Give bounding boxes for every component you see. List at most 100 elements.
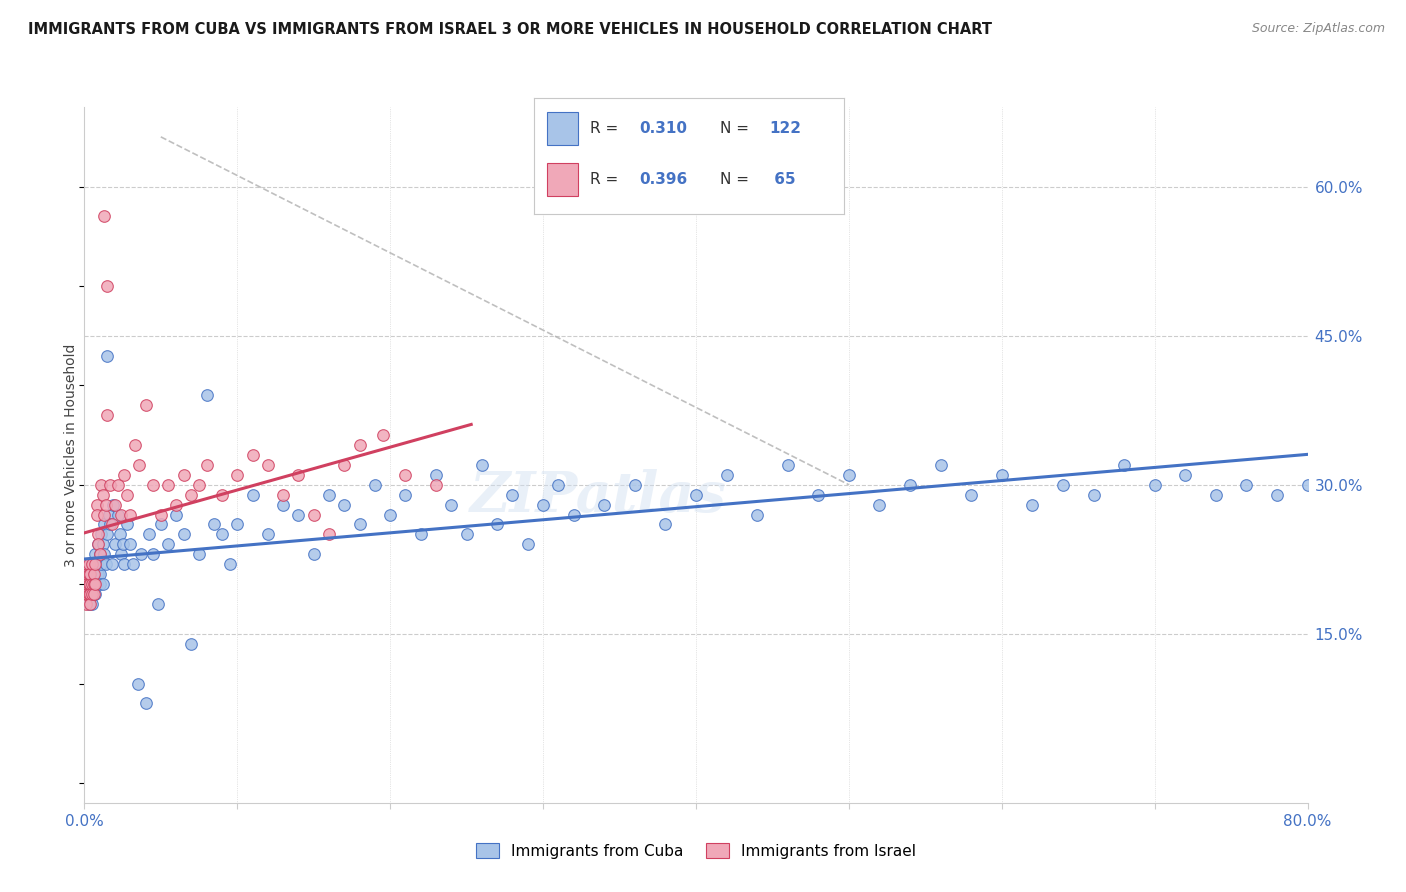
Point [89,567,111,582]
Point [869,498,891,512]
Point [76,567,98,582]
Point [97,508,120,522]
Text: IMMIGRANTS FROM CUBA VS IMMIGRANTS FROM ISRAEL 3 OR MORE VEHICLES IN HOUSEHOLD C: IMMIGRANTS FROM CUBA VS IMMIGRANTS FROM … [28,22,993,37]
Point [157,537,180,551]
Point [547,477,569,491]
Point [86,558,108,572]
Point [425,467,447,482]
Point [83,558,105,572]
Point [86,508,108,522]
Point [287,467,309,482]
Point [124,438,146,452]
Point [188,477,211,491]
Point [349,517,371,532]
Point [486,517,509,532]
Point [1021,498,1043,512]
Point [394,467,416,482]
Point [94,498,117,512]
Point [75,577,97,591]
Point [80,577,103,591]
Point [89,547,111,561]
Point [394,488,416,502]
Point [142,477,165,491]
Point [87,527,110,541]
Point [111,537,134,551]
Point [93,508,115,522]
Point [624,477,647,491]
Point [364,477,387,491]
Point [83,567,105,582]
Point [120,537,142,551]
Point [76,587,98,601]
Point [318,527,340,541]
Point [80,567,103,582]
Point [287,508,309,522]
Point [593,498,616,512]
Point [502,488,524,502]
Point [104,537,127,551]
Point [80,577,103,591]
Point [128,458,150,472]
Point [146,597,169,611]
Point [77,567,100,582]
Point [76,577,98,591]
Point [83,587,105,601]
Point [218,558,240,572]
Point [138,527,160,541]
Point [226,517,249,532]
Point [93,517,115,532]
Point [87,567,110,582]
Point [149,508,172,522]
Point [257,458,280,472]
Point [180,488,202,502]
Point [77,597,100,611]
Point [107,508,129,522]
Point [77,577,100,591]
Point [76,567,98,582]
Point [271,498,294,512]
Point [1265,488,1288,502]
Point [409,527,432,541]
Point [115,488,138,502]
Point [80,577,103,591]
Point [1236,477,1258,491]
Point [75,587,97,601]
Point [76,558,98,572]
Point [77,587,100,601]
Point [75,577,97,591]
Point [96,349,118,363]
Point [1143,477,1166,491]
Point [77,577,100,591]
Point [79,558,101,572]
Point [80,558,103,572]
Point [94,558,117,572]
Point [211,488,233,502]
Point [333,458,356,472]
Point [157,477,180,491]
Point [87,537,110,551]
Point [76,577,98,591]
Point [90,477,112,491]
Point [112,558,135,572]
Point [898,477,921,491]
Point [110,547,132,561]
Point [1296,477,1319,491]
Point [960,488,983,502]
Point [929,458,952,472]
Point [83,567,105,582]
Point [127,676,149,690]
Point [86,567,108,582]
Point [202,517,225,532]
Point [242,488,264,502]
Point [77,567,100,582]
Text: Source: ZipAtlas.com: Source: ZipAtlas.com [1251,22,1385,36]
Point [380,508,402,522]
Point [98,477,121,491]
Point [165,508,187,522]
Point [173,467,195,482]
Point [516,537,538,551]
Point [96,527,118,541]
Point [77,587,100,601]
Point [75,587,97,601]
Point [104,498,127,512]
